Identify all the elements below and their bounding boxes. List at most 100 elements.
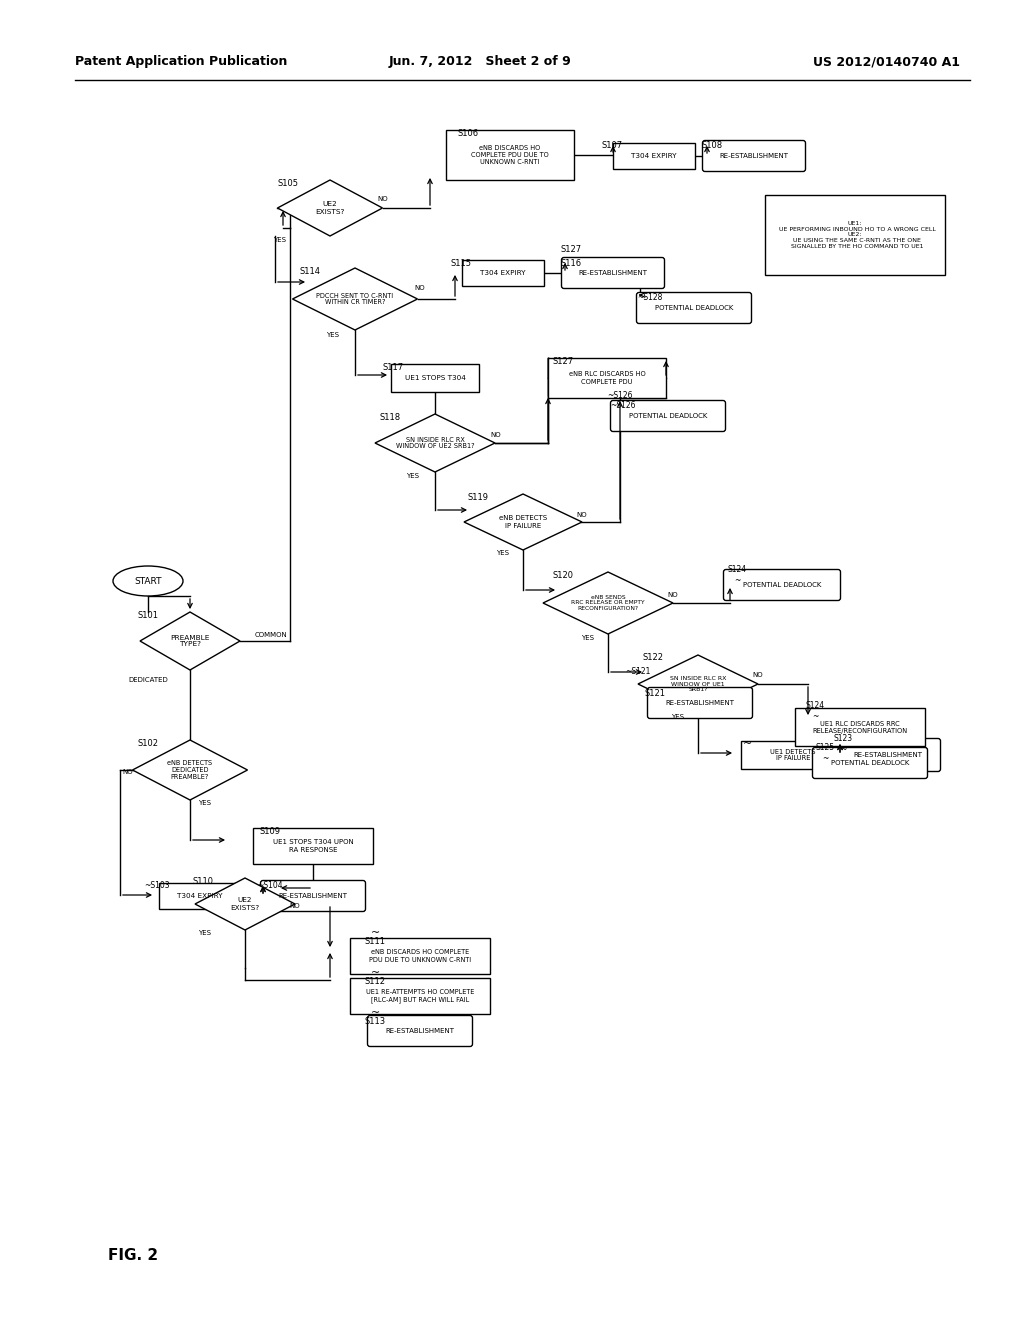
Text: YES: YES [407,473,420,479]
Bar [795,708,925,746]
Bar [462,260,544,286]
Text: S127: S127 [560,246,582,255]
Bar [765,195,945,275]
Text: ~S126: ~S126 [607,392,633,400]
Bar [253,828,373,865]
Text: PREAMBLE
TYPE?: PREAMBLE TYPE? [170,635,210,648]
Text: S109: S109 [259,826,281,836]
Text: RE-ESTABLISHMENT: RE-ESTABLISHMENT [666,700,734,706]
Text: S105: S105 [278,178,299,187]
Text: YES: YES [582,635,595,642]
Text: NO: NO [490,432,502,438]
Polygon shape [464,494,582,550]
Bar [391,364,479,392]
Text: S101: S101 [137,610,159,619]
Text: SN INSIDE RLC RX
WINDOW OF UE2 SRB1?: SN INSIDE RLC RX WINDOW OF UE2 SRB1? [395,437,474,450]
Text: S108: S108 [701,141,723,150]
Text: ~S104: ~S104 [257,882,283,891]
Bar [350,939,490,974]
Text: S115: S115 [451,259,471,268]
Polygon shape [543,572,673,634]
Text: Patent Application Publication: Patent Application Publication [75,55,288,69]
Text: NO: NO [290,903,300,909]
Text: US 2012/0140740 A1: US 2012/0140740 A1 [813,55,961,69]
Polygon shape [278,180,383,236]
Text: S113: S113 [365,1016,386,1026]
Text: S102: S102 [137,738,159,747]
FancyBboxPatch shape [702,140,806,172]
Text: S124
~: S124 ~ [727,565,746,585]
Text: T304 EXPIRY: T304 EXPIRY [177,894,223,899]
Text: YES: YES [199,800,212,807]
FancyBboxPatch shape [610,400,725,432]
FancyBboxPatch shape [368,1015,472,1047]
Text: COMMON: COMMON [255,632,288,638]
Text: ~S103: ~S103 [144,882,170,891]
Text: S124
~: S124 ~ [806,701,824,721]
Text: YES: YES [497,550,510,556]
Text: UE1:
  UE PERFORMING INBOUND HO TO A WRONG CELL
UE2:
  UE USING THE SAME C-RNTI : UE1: UE PERFORMING INBOUND HO TO A WRONG… [774,220,936,249]
FancyBboxPatch shape [561,257,665,289]
Text: RE-ESTABLISHMENT: RE-ESTABLISHMENT [279,894,347,899]
Text: UE2
EXISTS?: UE2 EXISTS? [315,202,345,214]
FancyBboxPatch shape [637,293,752,323]
Text: ~S126: ~S126 [610,401,636,411]
Polygon shape [638,655,758,713]
Text: S121: S121 [644,689,666,697]
FancyBboxPatch shape [724,569,841,601]
Text: UE2
EXISTS?: UE2 EXISTS? [230,898,260,911]
FancyBboxPatch shape [812,747,928,779]
Text: PDCCH SENT TO C-RNTI
WITHIN CR TIMER?: PDCCH SENT TO C-RNTI WITHIN CR TIMER? [316,293,393,305]
FancyBboxPatch shape [836,738,940,771]
Bar [159,883,241,909]
Text: POTENTIAL DEADLOCK: POTENTIAL DEADLOCK [830,760,909,766]
Text: eNB DISCARDS HO COMPLETE
PDU DUE TO UNKNOWN C-RNTI: eNB DISCARDS HO COMPLETE PDU DUE TO UNKN… [369,949,471,962]
Polygon shape [132,741,248,800]
Text: YES: YES [199,931,212,936]
Text: Jun. 7, 2012   Sheet 2 of 9: Jun. 7, 2012 Sheet 2 of 9 [389,55,571,69]
Text: POTENTIAL DEADLOCK: POTENTIAL DEADLOCK [654,305,733,312]
Text: NO: NO [753,672,763,678]
Text: UE1 STOPS T304 UPON
RA RESPONSE: UE1 STOPS T304 UPON RA RESPONSE [272,840,353,853]
Text: ~: ~ [371,928,380,939]
Text: POTENTIAL DEADLOCK: POTENTIAL DEADLOCK [742,582,821,587]
Polygon shape [375,414,495,473]
Text: S114: S114 [299,267,321,276]
Text: S120: S120 [553,570,573,579]
Ellipse shape [113,566,183,597]
Bar [548,358,666,399]
Text: ~: ~ [371,1008,380,1018]
Text: eNB RLC DISCARDS HO
COMPLETE PDU: eNB RLC DISCARDS HO COMPLETE PDU [568,371,645,384]
Text: S127: S127 [552,356,573,366]
Text: ~: ~ [743,739,753,748]
Text: ~S128: ~S128 [637,293,663,302]
Polygon shape [293,268,418,330]
Text: NO: NO [577,512,588,517]
Text: YES: YES [672,714,684,719]
Text: FIG. 2: FIG. 2 [108,1247,158,1262]
Text: UE1 DETECTS
IP FAILURE: UE1 DETECTS IP FAILURE [770,748,816,762]
Text: S125
~: S125 ~ [815,743,835,763]
FancyBboxPatch shape [647,688,753,718]
Text: RE-ESTABLISHMENT: RE-ESTABLISHMENT [853,752,923,758]
Text: YES: YES [327,333,340,338]
Text: ~S121: ~S121 [626,668,650,676]
Bar [740,741,846,770]
Bar [350,978,490,1014]
Text: eNB DETECTS
DEDICATED
PREAMBLE?: eNB DETECTS DEDICATED PREAMBLE? [168,760,213,780]
Text: YES: YES [273,238,287,243]
Bar [446,129,574,180]
Text: S123
~: S123 ~ [834,734,853,754]
Text: S117: S117 [382,363,403,371]
Text: DEDICATED: DEDICATED [128,677,168,682]
Text: NO: NO [378,195,388,202]
Text: S116: S116 [560,259,582,268]
Text: eNB DISCARDS HO
COMPLETE PDU DUE TO
UNKNOWN C-RNTI: eNB DISCARDS HO COMPLETE PDU DUE TO UNKN… [471,145,549,165]
FancyBboxPatch shape [260,880,366,912]
Text: UE1 RLC DISCARDS RRC
RELEASE/RECONFIGURATION: UE1 RLC DISCARDS RRC RELEASE/RECONFIGURA… [812,721,907,734]
Text: S111: S111 [365,936,385,945]
Text: eNB SENDS
RRC RELEASE OR EMPTY
RECONFIGURATION?: eNB SENDS RRC RELEASE OR EMPTY RECONFIGU… [571,595,645,611]
Bar [613,143,695,169]
Text: S107: S107 [601,141,623,150]
Text: RE-ESTABLISHMENT: RE-ESTABLISHMENT [579,271,647,276]
